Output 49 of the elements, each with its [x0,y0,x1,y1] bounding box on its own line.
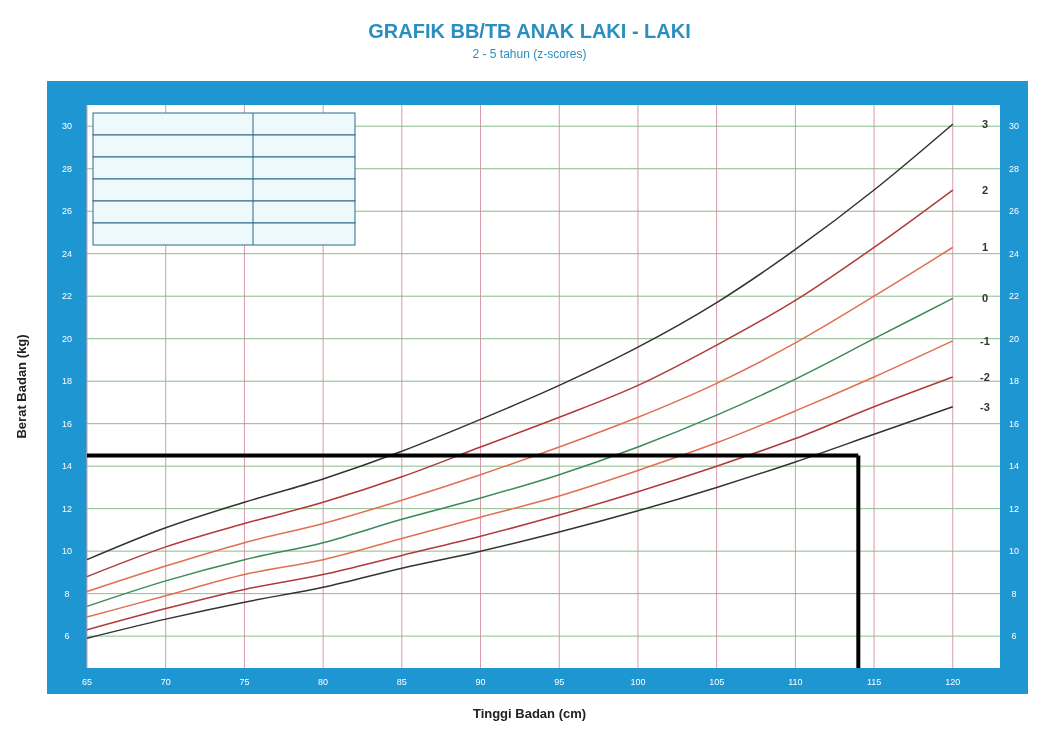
x-axis-title: Tinggi Badan (cm) [472,706,587,721]
x-tick-label: 65 [81,677,93,687]
y2-tick-label: 10 [1008,546,1020,557]
chart-subtitle: 2 - 5 tahun (z-scores) [472,47,587,61]
y-tick-label: 10 [61,546,73,557]
y2-tick-label: 30 [1008,121,1020,132]
chart-title: GRAFIK BB/TB ANAK LAKI - LAKI [368,20,691,42]
y2-tick-label: 14 [1008,461,1020,472]
y-tick-label: 26 [61,206,73,217]
y-tick-label: 30 [61,121,73,132]
text: 2 [981,183,989,196]
y-tick-label: 28 [61,163,73,174]
y-tick-label: 24 [61,248,73,259]
y2-tick-label: 16 [1008,418,1020,429]
y2-tick-label: 18 [1008,376,1020,387]
x-tick-label: 75 [239,677,250,687]
text: 0 [981,292,989,305]
y2-tick-label: 26 [1008,206,1020,217]
y-tick-label: 8 [64,588,70,599]
y-tick-label: 18 [61,376,73,387]
x-tick-label: 90 [475,677,486,687]
y-tick-label: 16 [61,418,73,429]
x-tick-label: 85 [396,677,407,687]
y2-tick-label: 28 [1008,163,1020,174]
y2-tick-label: 22 [1008,291,1020,302]
y2-tick-label: 20 [1008,333,1020,344]
text: 3 [981,118,989,131]
x-tick-label: 70 [160,677,171,687]
x-tick-label: 80 [318,677,329,687]
x-tick-label: 110 [788,677,803,687]
text: 1 [981,241,989,254]
y-tick-label: 20 [61,333,73,344]
y-tick-label: 6 [64,631,70,642]
y2-tick-label: 24 [1008,248,1020,259]
x-tick-label: 115 [866,677,882,687]
y-tick-label: 22 [61,291,73,302]
x-tick-label: 95 [554,677,565,687]
y-tick-label: 12 [61,503,73,514]
y2-tick-label: 6 [1011,631,1017,642]
y-axis-title: Berat Badan (kg) [14,334,29,439]
x-tick-label: 105 [709,677,725,687]
x-tick-label: 100 [630,677,646,687]
text: -2 [980,370,990,383]
y2-tick-label: 8 [1011,588,1017,599]
text: -1 [980,334,990,347]
y2-tick-label: 12 [1008,503,1020,514]
x-tick-label: 120 [945,677,961,687]
text: -3 [980,400,990,413]
y-tick-label: 14 [61,461,73,472]
